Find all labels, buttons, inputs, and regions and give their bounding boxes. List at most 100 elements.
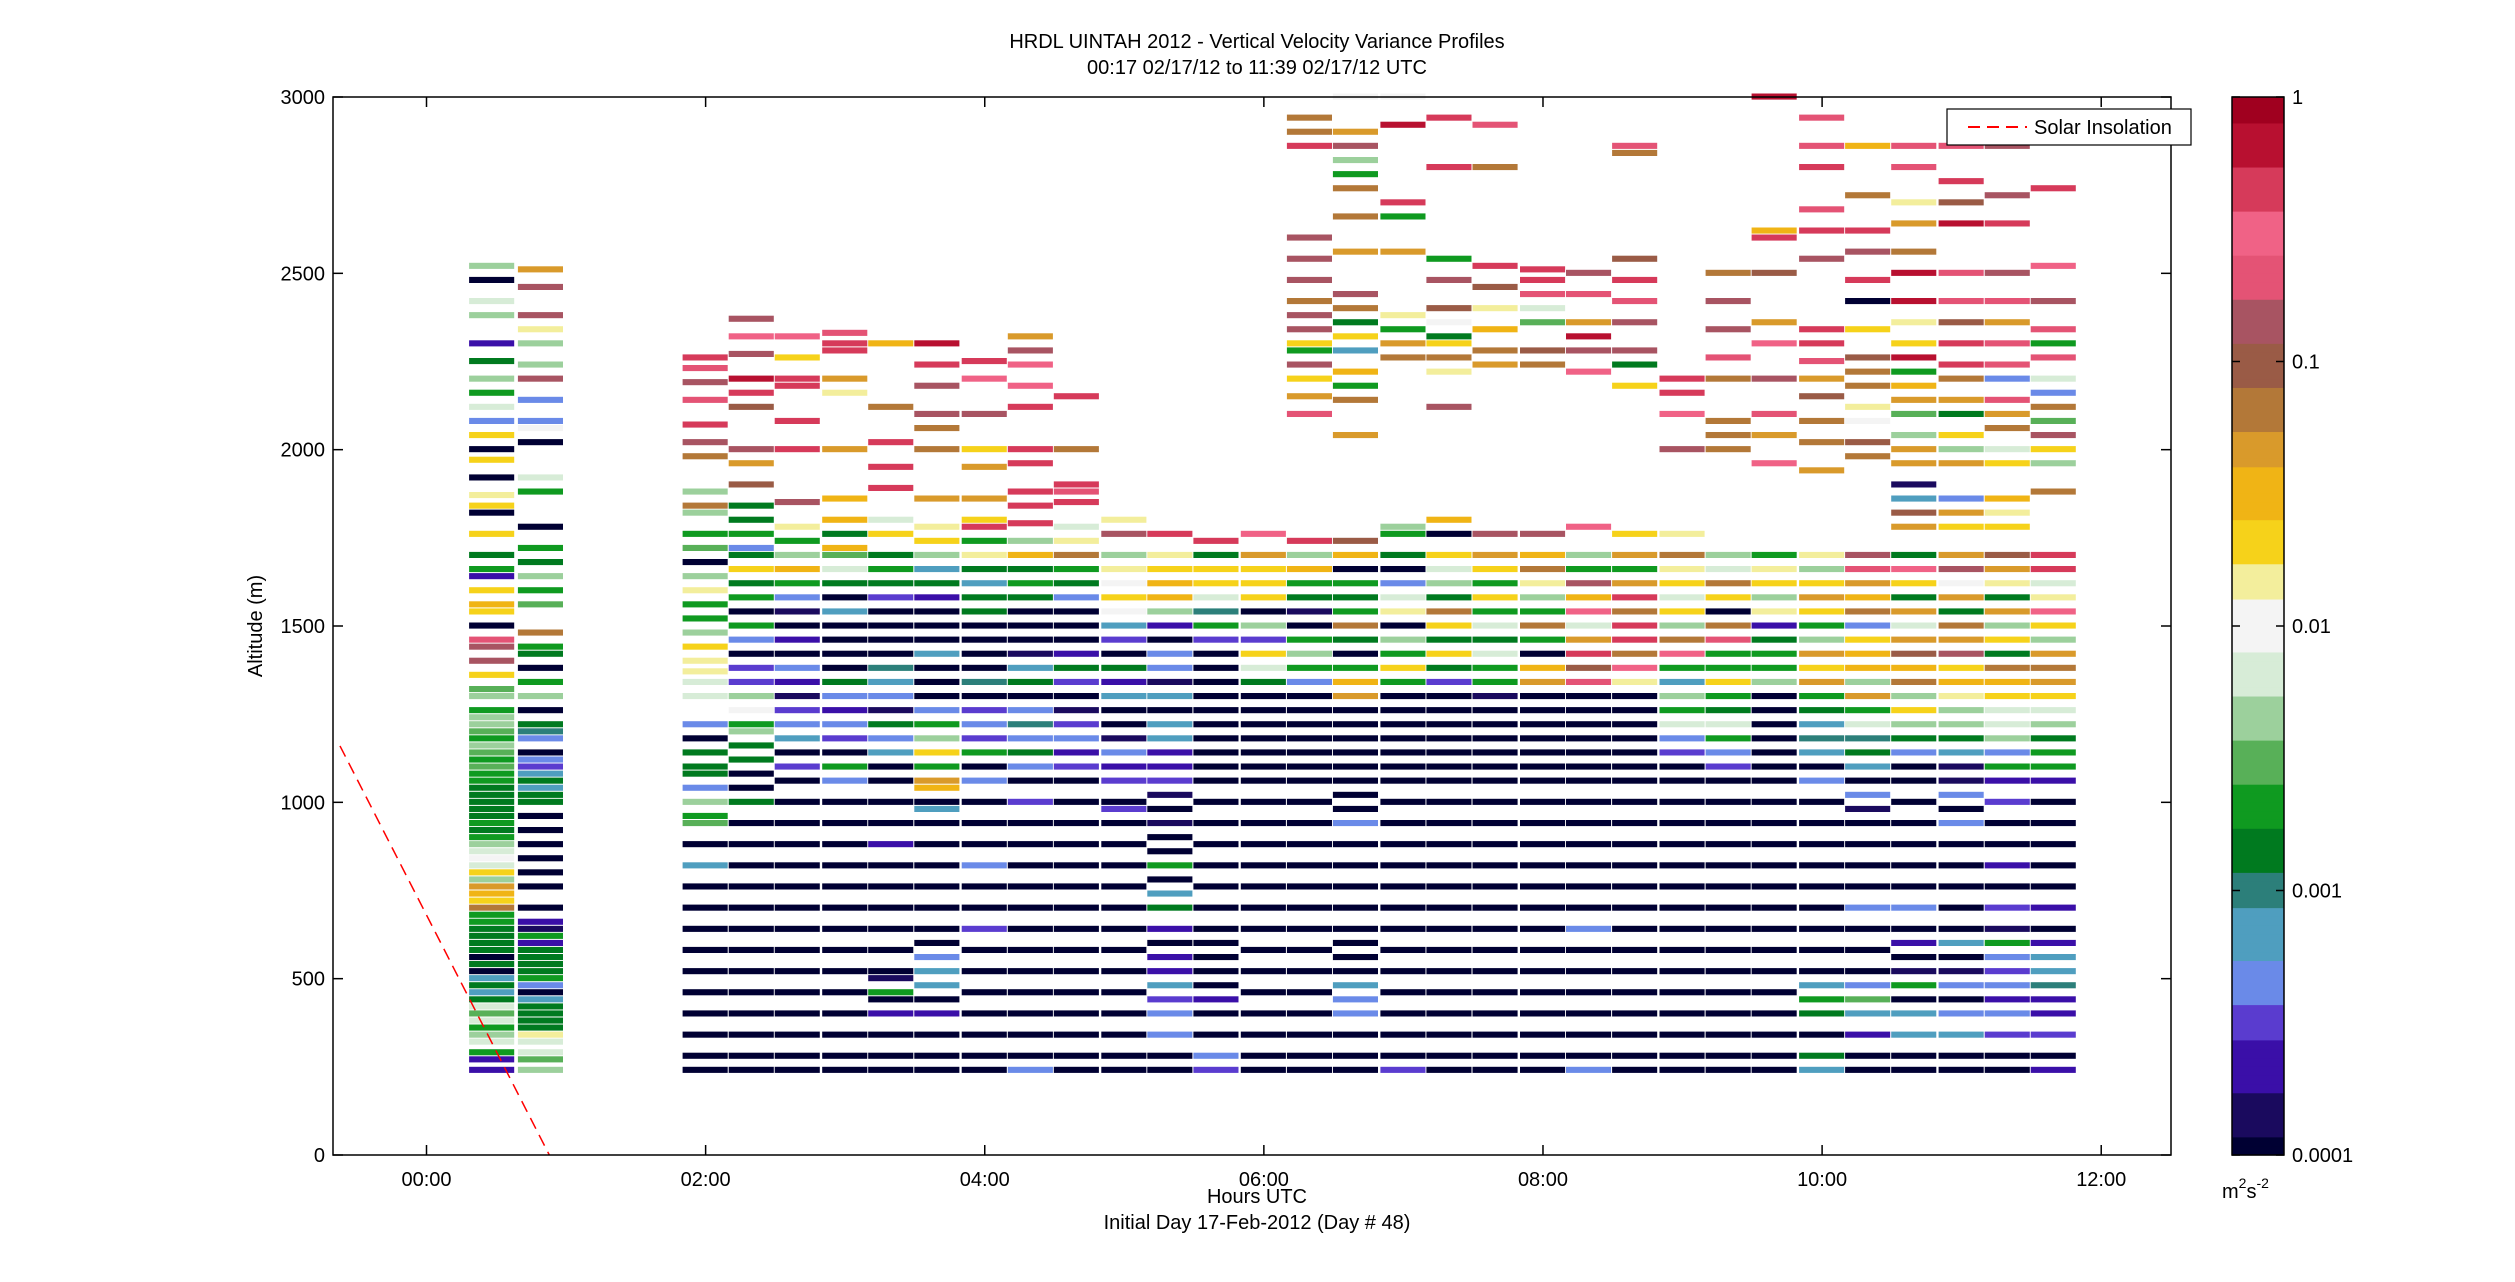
heatmap-cell bbox=[1612, 721, 1658, 728]
heatmap-cell bbox=[1845, 721, 1891, 728]
chart-subtitle: 00:17 02/17/12 to 11:39 02/17/12 UTC bbox=[1087, 57, 1427, 79]
heatmap-cell bbox=[1566, 735, 1612, 742]
x-tick-label: 08:00 bbox=[1518, 1169, 1568, 1191]
heatmap-cell bbox=[1984, 954, 2030, 961]
heatmap-cell bbox=[1520, 361, 1566, 368]
colorbar-strip bbox=[2232, 793, 2284, 803]
heatmap-cell bbox=[961, 777, 1007, 784]
heatmap-cell bbox=[1891, 820, 1937, 827]
heatmap-cell bbox=[1193, 608, 1239, 615]
heatmap-cell bbox=[469, 1031, 515, 1038]
heatmap-cell bbox=[1520, 721, 1566, 728]
colorbar-strip bbox=[2232, 573, 2284, 583]
heatmap-cell bbox=[1332, 157, 1378, 164]
colorbar-strip bbox=[2232, 908, 2284, 918]
heatmap-cell bbox=[1426, 721, 1472, 728]
heatmap-cell bbox=[1053, 1052, 1099, 1059]
heatmap-cell bbox=[1426, 841, 1472, 848]
heatmap-cell bbox=[2030, 798, 2076, 805]
heatmap-cell bbox=[682, 989, 728, 996]
heatmap-cell bbox=[1799, 693, 1845, 700]
heatmap-cell bbox=[1007, 925, 1053, 932]
heatmap-cell bbox=[961, 693, 1007, 700]
heatmap-cell bbox=[1332, 347, 1378, 354]
colorbar-strip bbox=[2232, 529, 2284, 539]
heatmap-cell bbox=[1101, 820, 1147, 827]
heatmap-cell bbox=[868, 340, 914, 347]
colorbar-strip bbox=[2232, 1075, 2284, 1086]
colorbar-strip bbox=[2232, 396, 2284, 407]
y-axis-label: Altitude (m) bbox=[245, 575, 267, 677]
colorbar-strip bbox=[2232, 1110, 2284, 1121]
heatmap-cell bbox=[1053, 841, 1099, 848]
heatmap-cell bbox=[1984, 1066, 2030, 1073]
heatmap-cell bbox=[1751, 841, 1797, 848]
heatmap-cell bbox=[1332, 1031, 1378, 1038]
heatmap-cell bbox=[868, 439, 914, 446]
heatmap-cell bbox=[822, 622, 868, 629]
heatmap-cell bbox=[961, 523, 1007, 530]
heatmap-cell bbox=[1520, 530, 1566, 537]
heatmap-cell bbox=[868, 530, 914, 537]
heatmap-cell bbox=[1938, 721, 1984, 728]
heatmap-cell bbox=[1984, 594, 2030, 601]
y-tick-label: 2500 bbox=[281, 263, 326, 285]
x-tick-label: 04:00 bbox=[960, 1169, 1010, 1191]
heatmap-cell bbox=[1053, 1066, 1099, 1073]
heatmap-cell bbox=[1799, 340, 1845, 347]
heatmap-cell bbox=[1147, 876, 1193, 883]
heatmap-cell bbox=[1520, 862, 1566, 869]
heatmap-cell bbox=[469, 869, 515, 876]
heatmap-cell bbox=[1566, 777, 1612, 784]
heatmap-cell bbox=[1891, 707, 1937, 714]
heatmap-cell bbox=[1053, 608, 1099, 615]
heatmap-cell bbox=[914, 749, 960, 756]
heatmap-cell bbox=[1520, 580, 1566, 587]
heatmap-cell bbox=[1240, 862, 1286, 869]
heatmap-cell bbox=[1984, 551, 2030, 558]
heatmap-cell bbox=[868, 735, 914, 742]
heatmap-cell bbox=[1101, 622, 1147, 629]
heatmap-cell bbox=[1332, 432, 1378, 439]
heatmap-cell bbox=[1286, 749, 1332, 756]
heatmap-cell bbox=[1332, 954, 1378, 961]
heatmap-cell bbox=[868, 636, 914, 643]
heatmap-cell bbox=[682, 862, 728, 869]
heatmap-cell bbox=[1007, 403, 1053, 410]
heatmap-cell bbox=[469, 573, 515, 580]
heatmap-cell bbox=[1332, 171, 1378, 178]
heatmap-cell bbox=[1147, 566, 1193, 573]
heatmap-cell bbox=[517, 777, 563, 784]
heatmap-cell bbox=[1426, 989, 1472, 996]
heatmap-cell bbox=[774, 883, 820, 890]
heatmap-cell bbox=[1332, 721, 1378, 728]
heatmap-cell bbox=[1426, 1010, 1472, 1017]
heatmap-cell bbox=[469, 636, 515, 643]
heatmap-cell bbox=[1799, 664, 1845, 671]
heatmap-cell bbox=[1053, 1010, 1099, 1017]
heatmap-cell bbox=[1053, 678, 1099, 685]
heatmap-cell bbox=[1891, 636, 1937, 643]
heatmap-cell bbox=[1147, 735, 1193, 742]
heatmap-cell bbox=[2030, 298, 2076, 305]
heatmap-cell bbox=[1705, 862, 1751, 869]
colorbar-strip bbox=[2232, 149, 2284, 160]
heatmap-cell bbox=[868, 1010, 914, 1017]
colorbar-strip bbox=[2232, 141, 2284, 151]
heatmap-cell bbox=[1101, 841, 1147, 848]
heatmap-cell bbox=[1380, 862, 1426, 869]
colorbar-strip bbox=[2232, 828, 2284, 839]
heatmap-cell bbox=[1566, 707, 1612, 714]
heatmap-cell bbox=[1566, 636, 1612, 643]
heatmap-cell bbox=[1845, 566, 1891, 573]
heatmap-cell bbox=[1612, 608, 1658, 615]
heatmap-cell bbox=[682, 657, 728, 664]
heatmap-cell bbox=[1472, 798, 1518, 805]
heatmap-cell bbox=[2030, 446, 2076, 453]
heatmap-cell bbox=[728, 551, 774, 558]
heatmap-cell bbox=[469, 925, 515, 932]
heatmap-cell bbox=[1938, 269, 1984, 276]
heatmap-cell bbox=[1612, 566, 1658, 573]
heatmap-cell bbox=[1751, 234, 1797, 241]
heatmap-cell bbox=[822, 530, 868, 537]
